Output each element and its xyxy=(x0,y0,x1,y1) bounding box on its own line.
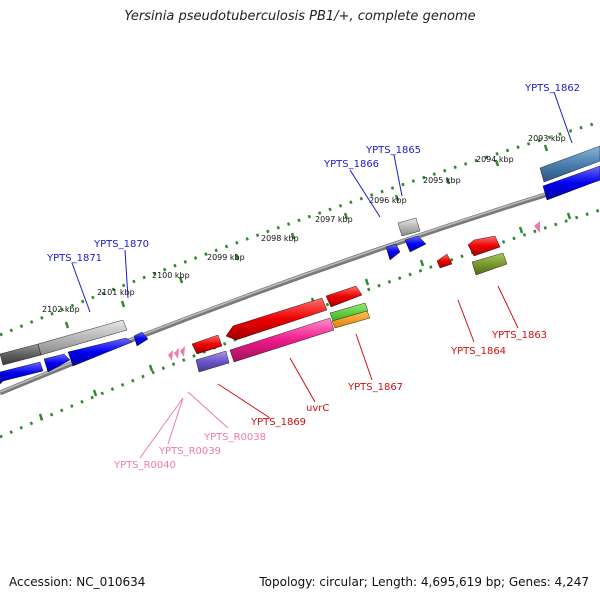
gene-feature[interactable] xyxy=(67,337,133,367)
gene-feature[interactable] xyxy=(471,252,508,276)
callout-lines xyxy=(71,91,573,459)
ruler-ticks xyxy=(38,144,572,421)
gene-feature[interactable] xyxy=(331,310,371,329)
gene-feature[interactable] xyxy=(404,235,427,253)
gene-feature[interactable] xyxy=(542,165,600,201)
gene-label[interactable]: YPTS_1862 xyxy=(524,83,580,94)
rna-feature[interactable] xyxy=(174,348,179,359)
rna-gene-labels: YPTS_R0038 YPTS_R0039 YPTS_R0040 xyxy=(113,432,266,471)
ruler-label: 2094 kbp xyxy=(476,155,514,164)
gene-label[interactable]: YPTS_1870 xyxy=(93,239,149,250)
ruler-label: 2098 kbp xyxy=(261,234,299,243)
genome-backbone xyxy=(0,175,600,396)
ruler-label: 2096 kbp xyxy=(369,196,407,205)
gene-feature[interactable] xyxy=(195,350,230,373)
gene-feature[interactable] xyxy=(133,331,149,347)
gene-feature[interactable] xyxy=(539,145,600,183)
ruler-label: 2101 kbp xyxy=(97,288,135,297)
gene-feature[interactable] xyxy=(225,297,328,341)
gene-label[interactable]: YPTS_1863 xyxy=(491,330,547,341)
gene-label[interactable]: YPTS_R0038 xyxy=(203,432,266,443)
outer-ruler-track xyxy=(0,120,600,337)
ruler-label: 2099 kbp xyxy=(207,253,245,262)
gene-feature[interactable] xyxy=(0,343,42,366)
rna-feature[interactable] xyxy=(168,350,173,361)
accession-text: Accession: NC_010634 xyxy=(9,575,146,589)
gene-label[interactable]: uvrC xyxy=(306,403,329,414)
gene-feature[interactable] xyxy=(397,217,421,237)
ruler-labels: 2093 kbp 2094 kbp 2095 kbp 2096 kbp 2097… xyxy=(42,134,566,314)
gene-feature[interactable] xyxy=(325,285,363,308)
gene-feature[interactable] xyxy=(191,334,223,355)
rna-feature[interactable] xyxy=(180,346,185,357)
rna-features xyxy=(168,221,540,361)
ruler-label: 2102 kbp xyxy=(42,305,80,314)
inner-ruler-track xyxy=(0,208,600,439)
rna-feature[interactable] xyxy=(534,221,540,233)
gene-feature[interactable] xyxy=(467,235,501,257)
gene-feature[interactable] xyxy=(43,353,71,373)
plus-strand-genes xyxy=(0,145,600,385)
ruler-label: 2100 kbp xyxy=(152,271,190,280)
ruler-label: 2093 kbp xyxy=(528,134,566,143)
gene-label[interactable]: YPTS_1865 xyxy=(365,145,421,156)
gene-feature[interactable] xyxy=(436,253,453,269)
gene-label[interactable]: YPTS_1867 xyxy=(347,382,403,393)
gene-feature[interactable] xyxy=(229,317,335,363)
minus-strand-genes xyxy=(191,235,508,373)
gene-feature[interactable] xyxy=(329,302,369,322)
gene-label[interactable]: YPTS_R0039 xyxy=(158,446,221,457)
gene-feature[interactable] xyxy=(37,319,128,356)
gene-feature[interactable] xyxy=(0,361,44,385)
gene-label[interactable]: YPTS_1864 xyxy=(450,346,506,357)
gene-label[interactable]: YPTS_1869 xyxy=(250,417,306,428)
plus-gene-labels: YPTS_1862 YPTS_1865 YPTS_1866 YPTS_1870 … xyxy=(46,83,580,264)
gene-label[interactable]: YPTS_1871 xyxy=(46,253,102,264)
genome-info-text: Topology: circular; Length: 4,695,619 bp… xyxy=(259,575,589,589)
gene-label[interactable]: YPTS_1866 xyxy=(323,159,379,170)
ruler-label: 2097 kbp xyxy=(315,215,353,224)
ruler-label: 2095 kbp xyxy=(423,176,461,185)
gene-feature[interactable] xyxy=(385,243,401,261)
minus-gene-labels: YPTS_1863 YPTS_1864 YPTS_1867 uvrC YPTS_… xyxy=(250,330,547,428)
genome-title: Yersinia pseudotuberculosis PB1/+, compl… xyxy=(124,9,476,24)
gene-label[interactable]: YPTS_R0040 xyxy=(113,460,176,471)
